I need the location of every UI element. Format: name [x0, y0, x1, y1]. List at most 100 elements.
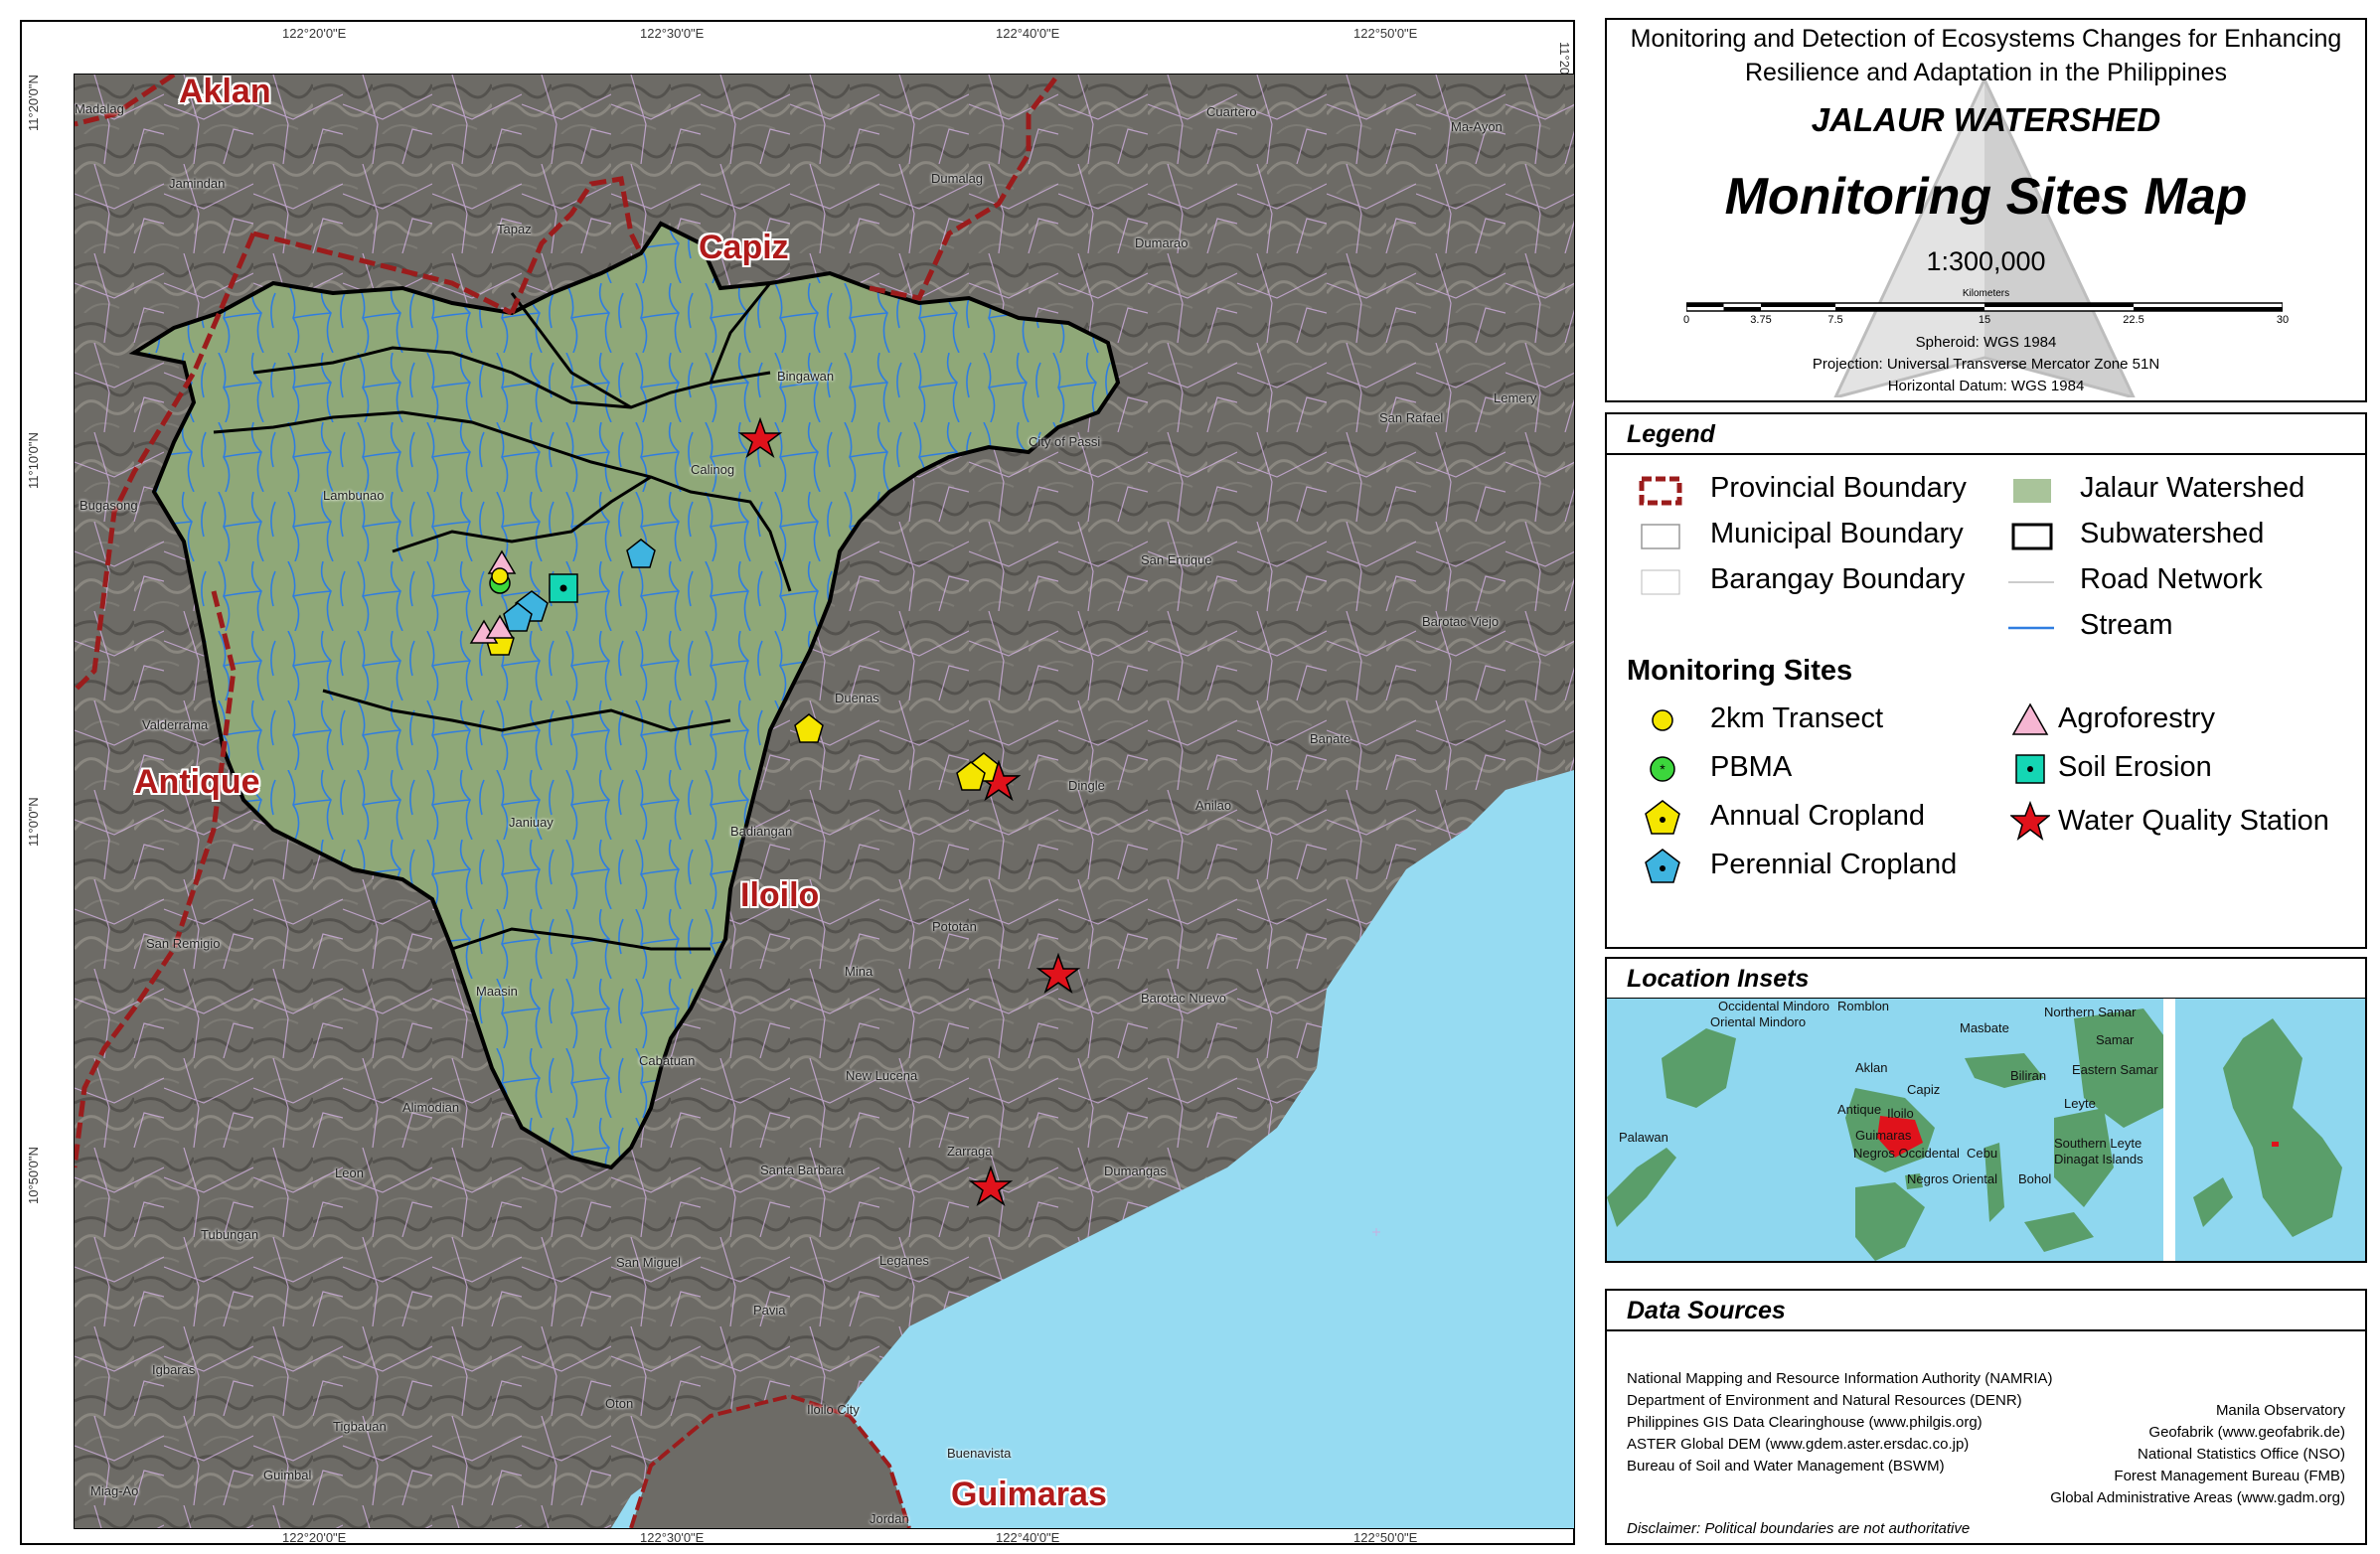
province-label-aklan: Aklan: [179, 74, 271, 110]
graticule-crosses: [1372, 1228, 1380, 1236]
graticule-top-label: 122°30'0"E: [640, 26, 705, 41]
jalaur-overview-location: [2272, 1142, 2279, 1147]
sea: [611, 770, 1574, 1528]
muni-label: Duenas: [835, 691, 879, 705]
map-title: Monitoring Sites Map: [1724, 168, 2248, 226]
masbate-island: [1965, 1053, 2044, 1088]
jalaur-watershed: [128, 221, 1121, 1170]
scale-tick: 0: [1682, 314, 1690, 326]
muni-label: Bugasong: [79, 498, 138, 513]
muni-label: Maasin: [476, 984, 518, 999]
palawan-island: [1607, 1148, 1676, 1227]
star-icon: [2010, 801, 2050, 841]
muni-label: City of Passi: [1029, 434, 1101, 449]
source-item: National Statistics Office (NSO): [2138, 1446, 2345, 1463]
sources-right-list: Manila Observatory Geofabrik (www.geofab…: [2050, 1400, 2345, 1509]
svg-text:*: *: [1660, 761, 1666, 777]
samar-island: [2074, 1009, 2173, 1128]
graticule-bottom-label: 122°30'0"E: [640, 1530, 705, 1545]
muni-label: Valderrama: [142, 717, 209, 732]
muni-label: Lambunao: [323, 488, 385, 503]
guimaras-inset: [1905, 1173, 1923, 1189]
legend-stream: Stream: [2080, 609, 2173, 641]
legend-provincial-boundary: Provincial Boundary: [1710, 472, 1967, 504]
graticule-top-label: 122°20'0"E: [282, 26, 347, 41]
inset-label: Oriental Mindoro: [1710, 1014, 1807, 1029]
legend-municipal-boundary: Municipal Boundary: [1710, 518, 1964, 549]
muni-label: Anilao: [1195, 798, 1232, 813]
inset-label: Cebu: [1967, 1146, 1998, 1161]
legend-barangay-boundary: Barangay Boundary: [1710, 563, 1966, 595]
inset-label: Palawan: [1619, 1130, 1668, 1145]
inset-map-regional: Occidental Mindoro Romblon Oriental Mind…: [1607, 999, 2365, 1261]
philippines-overview: [2223, 1018, 2342, 1237]
source-item: Geofabrik (www.geofabrik.de): [2148, 1424, 2345, 1441]
inset-label: Bohol: [2018, 1171, 2052, 1186]
legend-watershed: Jalaur Watershed: [2080, 472, 2305, 504]
muni-label: Iloilo City: [807, 1402, 860, 1417]
muni-label: Banate: [1310, 731, 1351, 746]
perennial-cropland-icon: [1645, 849, 1680, 883]
scale-tick: 7.5: [1827, 314, 1843, 326]
annual-cropland-marker: [956, 761, 986, 791]
map-svg: [75, 75, 1574, 1528]
inset-label: Northern Samar: [2044, 1005, 2137, 1019]
province-label-iloilo: Iloilo: [740, 876, 820, 914]
muni-label: San Enrique: [1141, 552, 1212, 567]
muni-label: Jordan: [870, 1511, 909, 1526]
legend-road: Road Network: [2080, 563, 2263, 595]
muni-label: Dumalag: [931, 171, 984, 186]
inset-label: Negros Oriental: [1907, 1171, 1998, 1186]
muni-label: New Lucena: [846, 1068, 918, 1083]
inset-label: Aklan: [1855, 1060, 1888, 1075]
provincial-boundary: [75, 590, 237, 1168]
muni-label: Jamindan: [169, 176, 226, 191]
muni-label: Barotac Viejo: [1422, 614, 1500, 629]
legend-pbma: PBMA: [1710, 751, 1793, 783]
perennial-cropland-marker: [503, 602, 533, 632]
legend-perennial-cropland: Perennial Cropland: [1710, 849, 1958, 880]
guimaras-island: [631, 1396, 909, 1528]
subwatershed-line: [510, 292, 632, 409]
subwatershed-line: [213, 410, 792, 592]
data-sources-panel: Data Sources National Mapping and Resour…: [1605, 1289, 2367, 1545]
pbma-icon: *: [1650, 756, 1675, 782]
map-canvas[interactable]: Aklan Capiz Antique Iloilo Guimaras Mada…: [74, 74, 1575, 1529]
municipal-boundary-icon: [1641, 524, 1680, 549]
inset-label: Iloilo: [1887, 1106, 1914, 1121]
muni-label: Lemery: [1494, 390, 1537, 405]
inset-label: Capiz: [1907, 1082, 1941, 1097]
perennial-cropland-marker: [626, 539, 656, 568]
north-arrow-icon: [1833, 76, 2136, 397]
agroforestry-icon: [2011, 702, 2049, 735]
location-insets-panel: Location Insets: [1605, 957, 2367, 1263]
subwatershed-line: [252, 346, 771, 409]
legend-agroforestry: Agroforestry: [2058, 702, 2215, 734]
legend-panel: Legend Provincial Boundary Municipal Bou…: [1605, 412, 2367, 949]
source-item: Philippines GIS Data Clearinghouse (www.…: [1627, 1414, 1983, 1431]
sources-heading: Data Sources: [1607, 1291, 2365, 1331]
provincial-boundary: [869, 75, 1060, 301]
insets-heading: Location Insets: [1607, 959, 2365, 1000]
source-item: Department of Environment and Natural Re…: [1627, 1392, 2022, 1409]
provincial-boundary: [75, 233, 256, 693]
cebu-island: [1984, 1143, 2004, 1222]
muni-label: Dumarao: [1135, 235, 1189, 250]
muni-label: Mina: [845, 964, 873, 979]
negros-island: [1855, 1182, 1925, 1261]
muni-label: Pavia: [753, 1303, 786, 1318]
road-line-icon: [2008, 581, 2054, 583]
inset-label: Samar: [2096, 1032, 2135, 1047]
muni-label: Tubungan: [201, 1227, 259, 1242]
muni-label: San Rafael: [1379, 410, 1444, 425]
inset-label: Negros Occidental: [1853, 1146, 1960, 1161]
provincial-boundary: [509, 176, 644, 314]
inset-label: Romblon: [1837, 999, 1890, 1013]
disclaimer: Disclaimer: Political boundaries are not…: [1627, 1520, 1971, 1537]
water-quality-station-marker: [737, 416, 783, 458]
monitoring-sites-heading: Monitoring Sites: [1627, 655, 1853, 687]
muni-label: Ma-Ayon: [1451, 119, 1503, 134]
source-item: Manila Observatory: [2215, 1402, 2345, 1419]
provincial-boundary: [75, 75, 176, 127]
map-frame: 122°20'0"E 122°30'0"E 122°40'0"E 122°50'…: [20, 20, 1575, 1545]
